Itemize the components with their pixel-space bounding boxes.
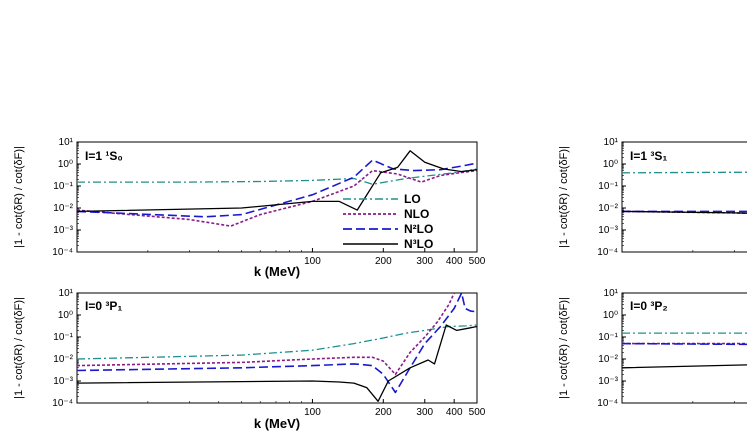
series-line-n2lo <box>77 159 477 218</box>
panel-title: I=0 ³P₁ <box>85 299 122 313</box>
series-group <box>622 332 747 369</box>
y-tick-label: 10⁻⁴ <box>52 398 73 409</box>
y-axis-label: |1 - cot(δR) / cot(δF)| <box>13 146 25 248</box>
y-tick-label: 10⁻¹ <box>53 181 73 192</box>
y-tick-label: 10¹ <box>604 137 619 148</box>
panel-title: I=1 ³S₁ <box>630 149 667 163</box>
series-line-lo <box>77 168 477 185</box>
panel-p1: 10⁻⁴ 10⁻³ 10⁻² 10⁻¹ 10⁰ 10¹ 100 200 300 400 500 I… <box>13 137 486 279</box>
series-group <box>77 150 477 227</box>
x-tick-label: 200 <box>375 407 392 418</box>
y-ticks: 10⁻⁴ 10⁻³ 10⁻² 10⁻¹ 10⁰ 10¹ <box>597 288 626 409</box>
series-line-n3lo <box>77 324 477 402</box>
y-tick-label: 10⁻¹ <box>53 332 73 343</box>
y-tick-label: 10⁰ <box>603 310 618 321</box>
y-tick-label: 10⁰ <box>58 310 73 321</box>
y-tick-label: 10¹ <box>59 137 74 148</box>
x-tick-label: 300 <box>416 407 433 418</box>
series-group <box>77 293 477 402</box>
x-tick-label: 400 <box>446 256 463 267</box>
y-axis-label: |1 - cot(δR) / cot(δF)| <box>13 297 25 399</box>
x-tick-label: 400 <box>446 407 463 418</box>
series-line-n2lo <box>622 342 747 346</box>
plot-frame <box>76 292 478 404</box>
series-group <box>622 171 747 215</box>
y-tick-label: 10⁻⁴ <box>597 247 618 258</box>
x-tick-label: 200 <box>375 256 392 267</box>
legend-label-n3lo: N³LO <box>404 237 433 251</box>
series-line-lo <box>622 171 747 174</box>
y-ticks: 10⁻⁴ 10⁻³ 10⁻² 10⁻¹ 10⁰ 10¹ <box>597 137 626 258</box>
y-tick-label: 10⁰ <box>58 159 73 170</box>
legend-label-nlo: NLO <box>404 207 429 221</box>
y-axis-label: |1 - cot(δR) / cot(δF)| <box>558 146 570 248</box>
y-tick-label: 10⁻⁴ <box>597 398 618 409</box>
panel-title: I=0 ³P₂ <box>630 299 668 313</box>
y-tick-label: 10⁻¹ <box>598 181 618 192</box>
x-ticks: 100 200 300 400 500 <box>147 399 486 418</box>
x-tick-label: 500 <box>469 407 486 418</box>
series-line-lo <box>622 332 747 334</box>
x-tick-label: 100 <box>304 407 321 418</box>
series-line-nlo <box>77 169 477 227</box>
y-tick-label: 10⁻³ <box>53 225 73 236</box>
y-tick-label: 10¹ <box>59 288 74 299</box>
series-line-n2lo <box>77 293 477 394</box>
y-tick-label: 10⁻³ <box>598 225 618 236</box>
x-tick-label: 300 <box>416 256 433 267</box>
series-line-nlo <box>77 293 455 376</box>
x-axis-label: k (MeV) <box>254 264 300 279</box>
y-tick-label: 10⁻² <box>53 354 73 365</box>
y-tick-label: 10⁻² <box>598 203 618 214</box>
y-tick-label: 10⁻³ <box>53 376 73 387</box>
series-line-nlo <box>622 210 747 215</box>
panel-p2: 10⁻⁴ 10⁻³ 10⁻² 10⁻¹ 10⁰ 10¹ 100 I=1 ³S₁ |1 - … <box>558 137 747 258</box>
x-tick-label: 100 <box>304 256 321 267</box>
y-tick-label: 10⁻⁴ <box>52 247 73 258</box>
x-axis-label: k (MeV) <box>254 416 300 431</box>
y-tick-label: 10⁻³ <box>598 376 618 387</box>
y-tick-label: 10¹ <box>604 288 619 299</box>
panel-p3: 10⁻⁴ 10⁻³ 10⁻² 10⁻¹ 10⁰ 10¹ 100 200 300 400 500 I… <box>13 288 486 431</box>
plot-frame <box>621 141 747 253</box>
legend-label-lo: LO <box>404 192 421 206</box>
legend-label-n2lo: N²LO <box>404 222 433 236</box>
series-line-n3lo <box>77 150 477 213</box>
plot-frame <box>621 292 747 404</box>
legend: LO NLO N²LO N³LO <box>343 192 433 251</box>
panel-p4: 10⁻⁴ 10⁻³ 10⁻² 10⁻¹ 10⁰ 10¹ 100 I=0 ³P₂ |1 - … <box>558 288 747 409</box>
y-tick-label: 10⁻¹ <box>598 332 618 343</box>
series-line-lo <box>77 324 477 360</box>
panel-title: I=1 ¹S₀ <box>85 149 123 163</box>
x-ticks: 100 <box>692 401 735 403</box>
x-tick-label: 500 <box>469 256 486 267</box>
x-ticks: 100 200 300 400 500 <box>147 248 486 267</box>
y-ticks: 10⁻⁴ 10⁻³ 10⁻² 10⁻¹ 10⁰ 10¹ <box>52 137 81 258</box>
series-line-n3lo <box>622 210 747 214</box>
y-tick-label: 10⁻² <box>53 203 73 214</box>
y-tick-label: 10⁰ <box>603 159 618 170</box>
y-tick-label: 10⁻² <box>598 354 618 365</box>
series-line-n3lo <box>622 364 747 369</box>
y-axis-label: |1 - cot(δR) / cot(δF)| <box>558 297 570 399</box>
x-ticks: 100 <box>692 250 735 252</box>
plot-frame <box>76 141 478 253</box>
